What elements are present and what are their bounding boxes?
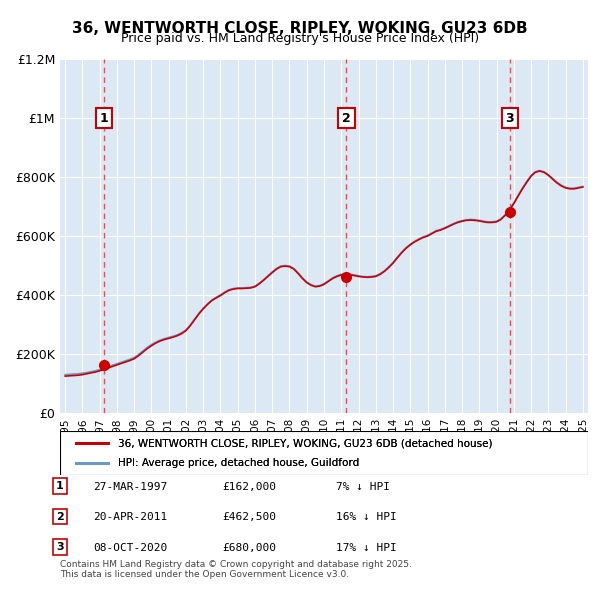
Text: 2: 2 (342, 112, 351, 124)
Text: 7% ↓ HPI: 7% ↓ HPI (336, 482, 390, 491)
Text: 17% ↓ HPI: 17% ↓ HPI (336, 543, 397, 553)
Text: 08-OCT-2020: 08-OCT-2020 (93, 543, 167, 553)
Text: £680,000: £680,000 (222, 543, 276, 553)
Text: 36, WENTWORTH CLOSE, RIPLEY, WOKING, GU23 6DB: 36, WENTWORTH CLOSE, RIPLEY, WOKING, GU2… (72, 21, 528, 35)
FancyBboxPatch shape (60, 431, 588, 475)
Text: 1: 1 (56, 481, 64, 491)
Text: £162,000: £162,000 (222, 482, 276, 491)
Text: 27-MAR-1997: 27-MAR-1997 (93, 482, 167, 491)
Text: HPI: Average price, detached house, Guildford: HPI: Average price, detached house, Guil… (118, 458, 359, 467)
Text: HPI: Average price, detached house, Guildford: HPI: Average price, detached house, Guil… (118, 458, 359, 467)
Text: 16% ↓ HPI: 16% ↓ HPI (336, 513, 397, 522)
Text: 36, WENTWORTH CLOSE, RIPLEY, WOKING, GU23 6DB (detached house): 36, WENTWORTH CLOSE, RIPLEY, WOKING, GU2… (118, 438, 493, 448)
Text: £462,500: £462,500 (222, 513, 276, 522)
Text: 3: 3 (506, 112, 514, 124)
Text: Price paid vs. HM Land Registry's House Price Index (HPI): Price paid vs. HM Land Registry's House … (121, 32, 479, 45)
Text: 2: 2 (56, 512, 64, 522)
Text: 1: 1 (99, 112, 108, 124)
Text: 20-APR-2011: 20-APR-2011 (93, 513, 167, 522)
Text: 36, WENTWORTH CLOSE, RIPLEY, WOKING, GU23 6DB (detached house): 36, WENTWORTH CLOSE, RIPLEY, WOKING, GU2… (118, 438, 493, 448)
Text: 3: 3 (56, 542, 64, 552)
Text: Contains HM Land Registry data © Crown copyright and database right 2025.
This d: Contains HM Land Registry data © Crown c… (60, 560, 412, 579)
